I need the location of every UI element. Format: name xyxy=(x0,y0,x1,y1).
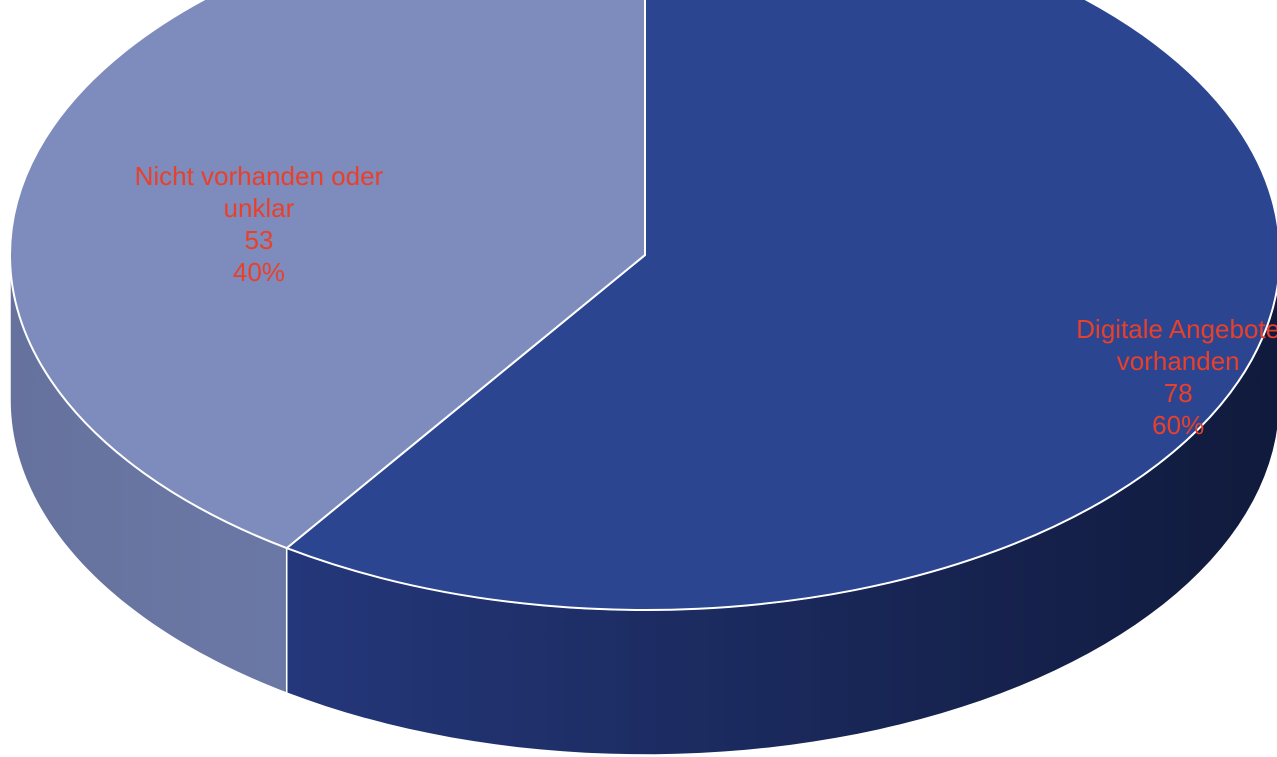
pie-slice-1 xyxy=(9,0,646,550)
slice-label-0-name-line: Digitale Angebote xyxy=(1076,314,1277,344)
slice-label-0-value: 78 xyxy=(1164,378,1193,408)
slice-label-0-name-line: vorhanden xyxy=(1117,346,1240,376)
slice-label-1-name-line: Nicht vorhanden oder xyxy=(135,161,384,191)
slice-label-1-name-line: unklar xyxy=(223,193,294,223)
pie-tops xyxy=(9,0,1277,611)
pie-slice-0 xyxy=(284,0,1277,611)
slice-label-1-percent: 40% xyxy=(233,257,285,287)
slice-label-1-value: 53 xyxy=(244,225,273,255)
slice-label-0-percent: 60% xyxy=(1152,410,1204,440)
